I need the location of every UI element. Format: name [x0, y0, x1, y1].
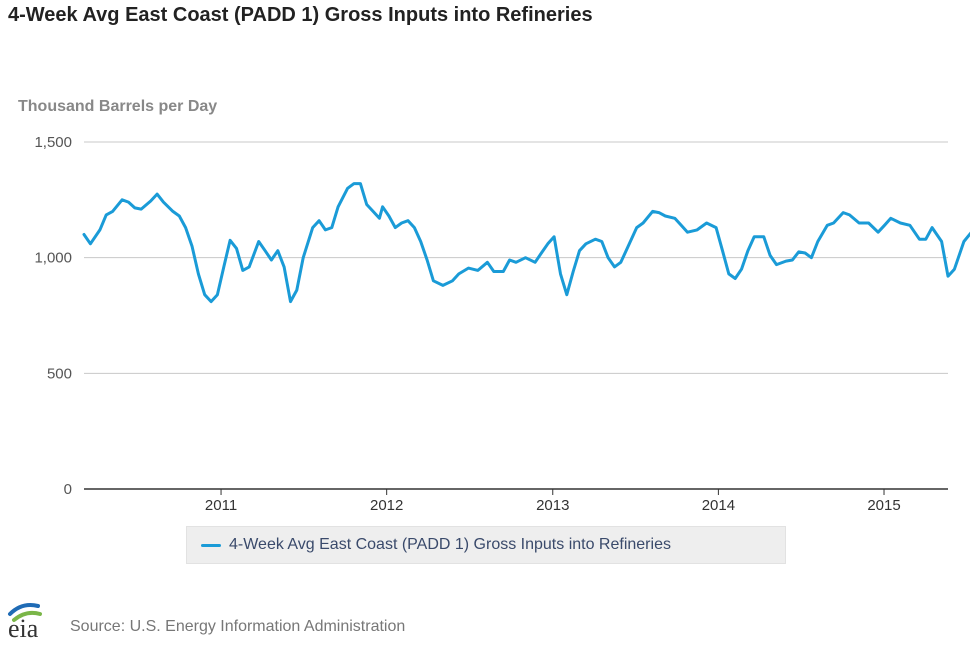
series-line-padd1-gross-inputs[interactable]: [82, 182, 970, 304]
y-tick-label: 500: [47, 365, 72, 382]
chart-title: 4-Week Avg East Coast (PADD 1) Gross Inp…: [8, 4, 593, 26]
source-note: Source: U.S. Energy Information Administ…: [70, 618, 406, 635]
eia-logo-text: eia: [8, 614, 39, 640]
x-tick-label: 2013: [536, 497, 569, 514]
x-tick-label: 2015: [867, 497, 900, 514]
x-tick-label: 2012: [370, 497, 403, 514]
line-chart: 0 500 1,000 1,500 2011 2012 2013 2014 2015: [34, 134, 970, 514]
eia-logo: eia: [8, 603, 42, 640]
legend-swatch: [201, 543, 221, 547]
y-tick-label: 0: [64, 481, 72, 498]
y-tick-label: 1,500: [34, 134, 72, 151]
y-axis-ticks: 0 500 1,000 1,500: [34, 134, 72, 498]
x-tick-label: 2011: [205, 497, 237, 514]
gridlines: [84, 141, 948, 374]
x-axis-ticks: 2011 2012 2013 2014 2015: [205, 489, 901, 514]
y-tick-label: 1,000: [34, 250, 72, 267]
legend-label: 4-Week Avg East Coast (PADD 1) Gross Inp…: [229, 536, 671, 553]
y-axis-units-label: Thousand Barrels per Day: [18, 98, 218, 115]
chart-legend[interactable]: 4-Week Avg East Coast (PADD 1) Gross Inp…: [186, 526, 786, 564]
x-tick-label: 2014: [702, 497, 735, 514]
